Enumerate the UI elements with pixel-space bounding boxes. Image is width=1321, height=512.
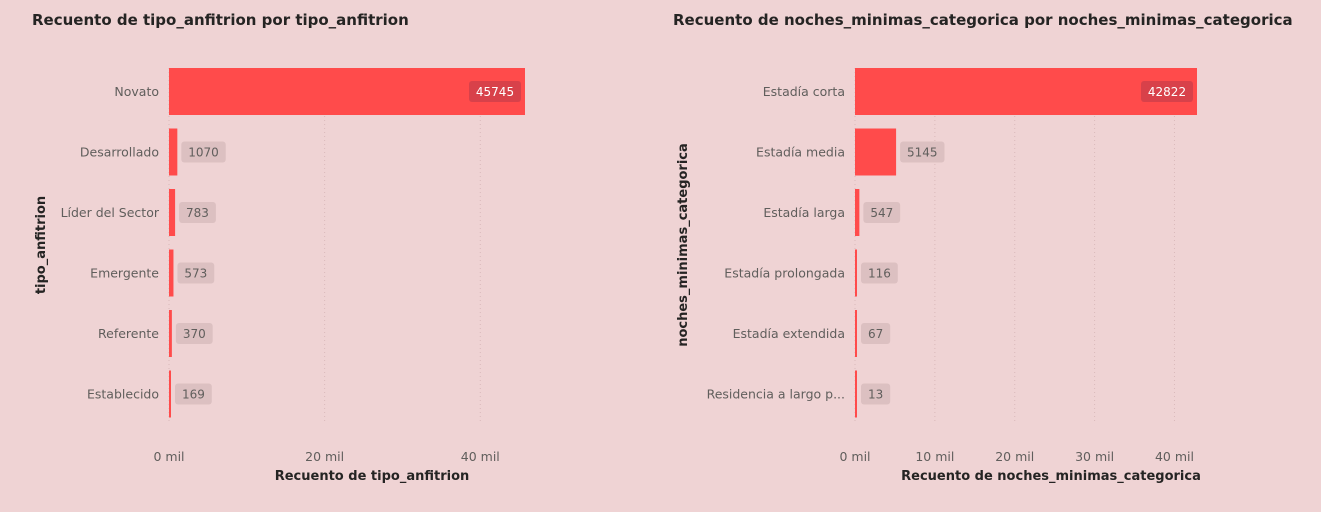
category-label: Establecido — [87, 387, 159, 402]
bar-chart-host-type: 0 mil 20 mil 40 mil Recuento de tipo_anfitr… — [34, 68, 525, 484]
data-label: 5145 — [907, 146, 938, 160]
data-label: 116 — [868, 267, 891, 281]
data-label: 13 — [868, 388, 883, 402]
bar[interactable] — [169, 249, 174, 297]
category-label: Novato — [114, 84, 159, 99]
category-label: Estadía prolongada — [724, 266, 845, 281]
data-label-background — [1141, 81, 1193, 102]
data-label-background — [861, 383, 891, 405]
bar-chart-min-nights: 0 mil 10 mil 20 mil 30 mil 40 mil Recuento de… — [676, 68, 1201, 484]
data-label-background — [469, 81, 521, 102]
data-label: 1070 — [188, 146, 219, 160]
data-label-background — [900, 141, 945, 163]
bar[interactable] — [169, 189, 176, 236]
data-label: 42822 — [1148, 85, 1186, 99]
data-label-background — [179, 202, 216, 223]
data-label: 67 — [868, 327, 883, 341]
y-axis-title: tipo_anfitrion — [34, 196, 49, 294]
data-label-background — [177, 262, 215, 284]
category-label: Líder del Sector — [61, 205, 160, 220]
bar[interactable] — [169, 128, 178, 176]
bar[interactable] — [855, 189, 860, 236]
category-label: Estadía larga — [763, 205, 845, 220]
bar[interactable] — [169, 370, 171, 418]
data-label: 573 — [184, 267, 207, 281]
category-label: Estadía extendida — [733, 326, 845, 341]
category-label: Referente — [98, 326, 159, 341]
data-label-background — [863, 202, 901, 223]
data-label: 547 — [870, 206, 893, 220]
bar[interactable] — [855, 249, 857, 297]
chart-panel-host-type: Recuento de tipo_anfitrion por tipo_anfi… — [0, 0, 640, 512]
bar[interactable] — [855, 310, 857, 357]
category-label: Emergente — [90, 266, 159, 281]
data-label: 45745 — [476, 85, 514, 99]
x-tick-label: 40 mil — [1155, 449, 1194, 464]
bar[interactable] — [855, 370, 857, 418]
bar[interactable] — [169, 68, 525, 115]
category-label: Estadía corta — [763, 84, 845, 99]
x-axis-title: Recuento de tipo_anfitrion — [275, 469, 470, 484]
x-tick-label: 0 mil — [839, 449, 870, 464]
x-tick-label: 10 mil — [915, 449, 954, 464]
x-axis-title: Recuento de noches_minimas_categorica — [901, 469, 1201, 484]
x-tick-label: 30 mil — [1075, 449, 1114, 464]
data-label-background — [175, 323, 213, 344]
chart-panel-min-nights: Recuento de noches_minimas_categorica po… — [660, 0, 1321, 512]
data-label: 370 — [183, 327, 206, 341]
data-label: 169 — [182, 388, 205, 402]
data-label-background — [861, 262, 898, 284]
data-label-background — [175, 383, 212, 405]
x-tick-label: 20 mil — [305, 449, 344, 464]
x-tick-label: 0 mil — [153, 449, 184, 464]
bar[interactable] — [855, 68, 1197, 115]
x-tick-label: 40 mil — [461, 449, 500, 464]
bar[interactable] — [855, 128, 897, 176]
chart-title: Recuento de tipo_anfitrion por tipo_anfi… — [32, 11, 409, 29]
bar[interactable] — [169, 310, 172, 357]
category-label: Desarrollado — [80, 145, 159, 160]
chart-title: Recuento de noches_minimas_categorica po… — [673, 11, 1293, 29]
category-label: Estadía media — [756, 145, 845, 160]
data-label-background — [861, 323, 891, 344]
data-label: 783 — [186, 206, 209, 220]
y-axis-title: noches_minimas_categorica — [676, 143, 691, 347]
x-tick-label: 20 mil — [995, 449, 1034, 464]
category-label: Residencia a largo p... — [707, 387, 845, 402]
data-label-background — [181, 141, 226, 163]
